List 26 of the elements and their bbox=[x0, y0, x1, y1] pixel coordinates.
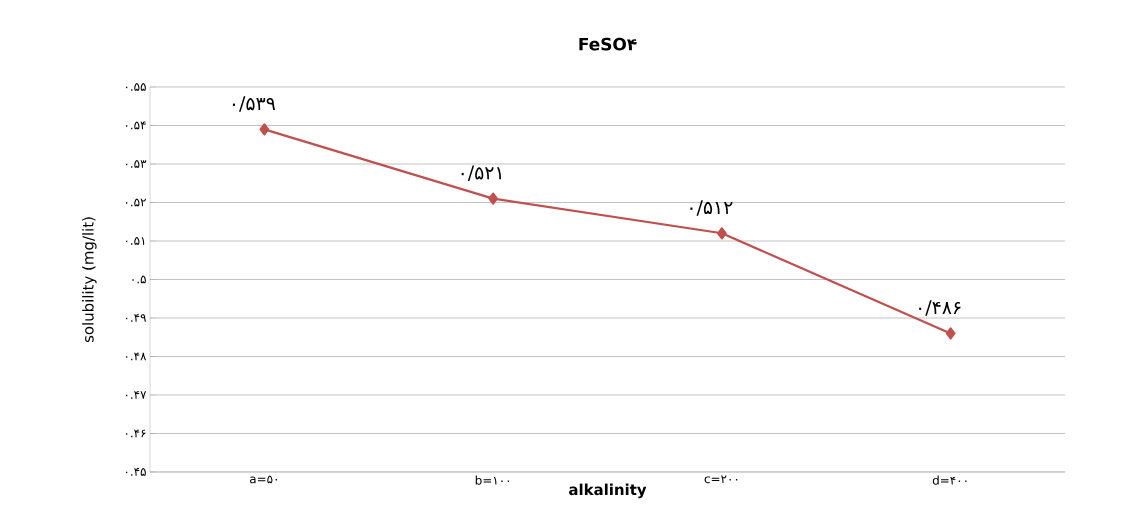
y-tick-label: ۰.۴۹ bbox=[125, 314, 146, 322]
point bbox=[488, 192, 498, 205]
data-label: ۰/۴۸۶ bbox=[919, 300, 961, 316]
y-axis-title: solubility (mg/lit) bbox=[82, 217, 97, 343]
y-tick-label: ۰.۴۵ bbox=[125, 468, 146, 476]
x-tick-label: b=۱۰۰ bbox=[475, 475, 510, 485]
point bbox=[259, 123, 270, 136]
point bbox=[717, 227, 727, 240]
x-axis-title: alkalinity bbox=[569, 483, 647, 499]
y-tick-label: ۰.۵۳ bbox=[125, 160, 147, 168]
chart-title: FeSO۴ bbox=[579, 37, 637, 51]
y-tick-label: ۰.۴۶ bbox=[125, 429, 146, 438]
y-tick-label: ۰.۴۷ bbox=[125, 391, 147, 399]
point bbox=[945, 327, 956, 340]
y-tick-label: ۰.۵۵ bbox=[125, 83, 146, 91]
y-tick-label: ۰.۵۱ bbox=[125, 237, 145, 245]
x-tick-label: d=۴۰۰ bbox=[932, 475, 967, 485]
data-label: ۰/۵۲۱ bbox=[461, 165, 501, 182]
x-tick-label: a=۵۰ bbox=[250, 475, 277, 484]
data-label: ۰/۵۳۹ bbox=[232, 96, 276, 112]
y-tick-label: ۰.۵۴ bbox=[125, 121, 146, 130]
y-tick-label: ۰.۵۲ bbox=[125, 198, 146, 207]
data-label: ۰/۵۱۲ bbox=[690, 200, 733, 216]
x-tick-label: c=۲۰۰ bbox=[704, 475, 738, 484]
y-tick-label: ۰.۴۸ bbox=[125, 352, 147, 361]
y-tick-label: ۰.۵ bbox=[132, 275, 146, 284]
